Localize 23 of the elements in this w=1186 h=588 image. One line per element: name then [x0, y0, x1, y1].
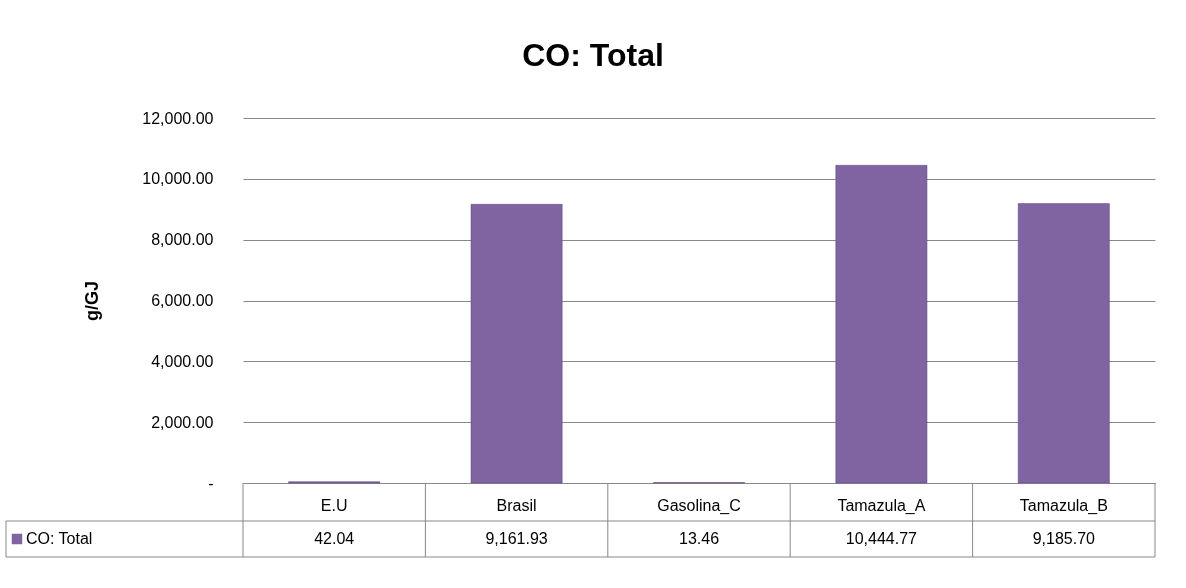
y-tick-label: 6,000.00	[151, 292, 214, 309]
y-tick-label: 2,000.00	[151, 413, 214, 431]
y-tick-label: 10,000.00	[142, 170, 214, 188]
legend-label: CO: Total	[26, 530, 93, 547]
y-tick-label: -	[208, 474, 214, 492]
data-label: 9,185.70	[1032, 530, 1096, 547]
x-tick-label: Brasil	[496, 496, 537, 514]
x-tick-label: Gasolina_C	[657, 496, 741, 515]
y-tick-label: 4,000.00	[151, 352, 214, 370]
data-label: 10,444.77	[845, 530, 918, 547]
data-label: 13.46	[678, 530, 720, 547]
y-axis-title: g/GJ	[82, 280, 103, 322]
bar	[1017, 203, 1110, 484]
y-tick-label: 12,000.00	[142, 109, 214, 127]
x-tick-label: Tamazula_B	[1019, 496, 1108, 515]
data-label: 9,161.93	[485, 530, 548, 547]
bar	[470, 204, 563, 484]
y-tick-label: 8,000.00	[151, 231, 214, 249]
chart-title: CO: Total	[522, 37, 664, 73]
x-tick-label: Tamazula_A	[837, 496, 926, 515]
data-label: 42.04	[314, 530, 355, 547]
bar	[835, 165, 928, 484]
x-tick-label: E.U	[320, 496, 348, 514]
